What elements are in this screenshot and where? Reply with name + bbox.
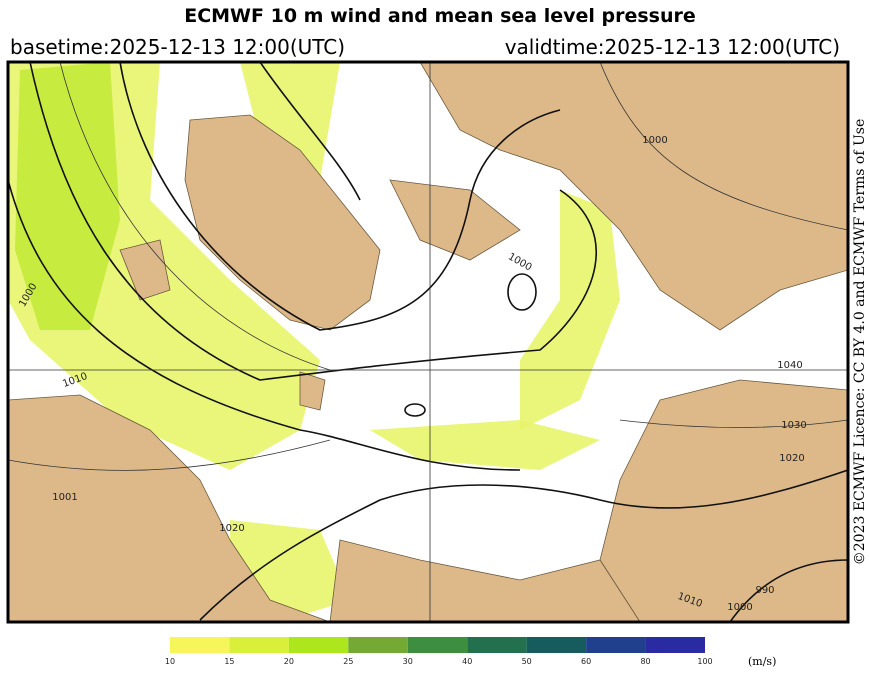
colorbar-swatch [288,637,349,653]
colorbar-tick-label: 30 [403,657,413,666]
map-frame [6,60,850,624]
colorbar-tick-label: 80 [640,657,650,666]
colorbar-unit: (m/s) [748,655,776,668]
isobar-label: 1001 [52,492,77,503]
colorbar: 10 15 20 25 30 40 50 60 80 100 [165,637,713,666]
colorbar-tick-label: 25 [343,657,353,666]
validtime: validtime:2025-12-13 12:00(UTC) [505,35,840,59]
colorbar-swatch [170,637,230,653]
isobar-label: 1040 [777,360,802,371]
colorbar-swatch [586,637,646,653]
colorbar-swatch [229,637,289,653]
colorbar-tick-label: 100 [697,657,712,666]
colorbar-tick-label: 50 [522,657,532,666]
colorbar-swatch [526,637,587,653]
credit: ©2023 ECMWF Licence: CC BY 4.0 and ECMWF… [852,119,868,566]
isobar-label: 1020 [779,453,804,464]
colorbar-tick-label: 40 [462,657,472,666]
colorbar-tick-label: 60 [581,657,591,666]
colorbar-tick-label: 20 [284,657,294,666]
colorbar-tick-label: 15 [224,657,234,666]
basetime: basetime:2025-12-13 12:00(UTC) [10,35,345,59]
title: ECMWF 10 m wind and mean sea level press… [184,5,696,27]
colorbar-swatch [348,637,408,653]
colorbar-swatch [467,637,527,653]
isobar-label: 990 [755,585,774,596]
colorbar-swatch [407,637,468,653]
colorbar-tick-label: 10 [165,657,175,666]
isobar-label: 1030 [781,420,806,431]
colorbar-swatch [645,637,705,653]
isobar-label: 1020 [219,523,244,534]
isobar-label: 1000 [642,135,667,146]
map: 1000101010011020100010001040103010201010… [6,60,850,624]
isobar-label: 1000 [727,602,752,613]
